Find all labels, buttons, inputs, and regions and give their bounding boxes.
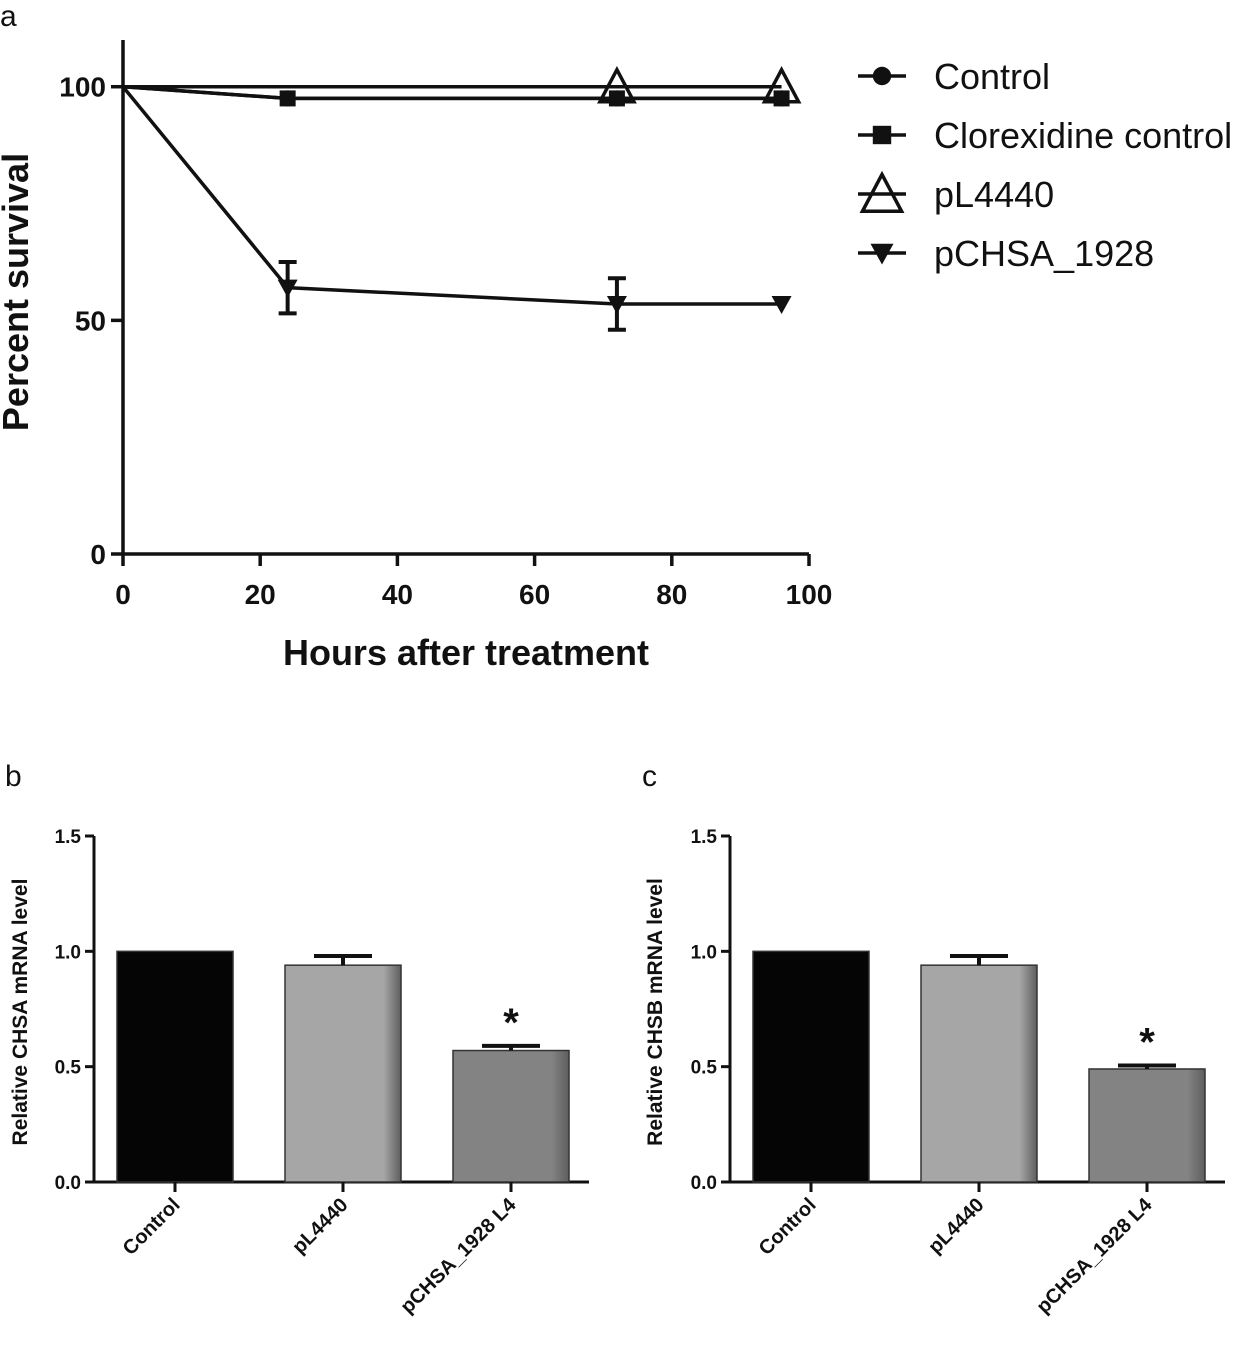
chsa-y-axis-title: Relative CHSA mRNA level — [9, 879, 32, 1146]
data-point-pl4440 — [597, 65, 637, 104]
legend-marker-control — [872, 66, 892, 86]
chsb-category-label-pl4440: pL4440 — [924, 1194, 988, 1258]
chsa-plot-area: 0.0 0.5 1.0 1.5 Control pL4440 * pCHSA_1928 L4 — [55, 827, 589, 1318]
panel-letter-c: c — [642, 760, 657, 793]
chsa-bar-control — [116, 950, 234, 1183]
chsa-y-tick-label: 1.0 — [55, 942, 81, 963]
chsb-bar-chart-panel: c 0.0 0.5 1.0 1.5 Control pL4440 * pCHSA_1928 L… — [642, 760, 1225, 1318]
survival-x-tick-label: 60 — [519, 579, 550, 610]
chsb-y-tick-label: 0.0 — [691, 1173, 717, 1194]
data-point-pl4440 — [761, 65, 802, 104]
survival-x-tick-label: 100 — [786, 579, 833, 610]
chsa-y-tick-label: 1.5 — [55, 827, 82, 848]
chsb-bar-pl4440 — [920, 964, 1038, 1183]
data-point-pchsa-1928 — [771, 296, 792, 315]
chsb-category-label-pchsa-1928-l4: pCHSA_1928 L4 — [1033, 1193, 1158, 1318]
legend-marker-pl4440 — [859, 170, 905, 213]
chsa-category-label-control: Control — [119, 1194, 185, 1260]
survival-y-tick-label: 50 — [75, 305, 106, 336]
chsa-y-tick-label: 0.5 — [55, 1058, 82, 1079]
data-point-clorexidine-control — [773, 90, 790, 107]
chsb-plot-area: 0.0 0.5 1.0 1.5 Control pL4440 * pCHSA_1928 L4 — [691, 827, 1225, 1318]
data-point-clorexidine-control — [608, 90, 625, 107]
survival-x-tick-label: 40 — [382, 579, 413, 610]
chsa-bar-chart-panel: b 0.0 0.5 1.0 1.5 Control pL4440 * pCHSA_1928 L… — [5, 760, 589, 1318]
survival-y-tick-label: 0 — [90, 539, 106, 570]
series-line-clorexidine-control — [122, 84, 782, 101]
chsa-bar-pchsa-1928-l4 — [452, 1049, 570, 1183]
chsa-category-label-pl4440: pL4440 — [288, 1194, 352, 1258]
chsa-category-label-pchsa-1928-l4: pCHSA_1928 L4 — [397, 1193, 522, 1318]
survival-legend: Control Clorexidine control pL4440 pCHSA_19… — [858, 56, 1232, 274]
legend-marker-clorexidine-control — [872, 125, 892, 145]
chsb-significance-marker: * — [1139, 1021, 1155, 1065]
survival-x-tick-label: 0 — [115, 579, 131, 610]
survival-x-axis-title: Hours after treatment — [283, 632, 649, 673]
survival-x-tick-label: 20 — [245, 579, 276, 610]
series-line-pchsa-1928 — [121, 85, 782, 306]
chsa-bar-pl4440 — [284, 964, 402, 1183]
legend-label-clorexidine-control: Clorexidine control — [934, 115, 1232, 156]
legend-label-pchsa-1928: pCHSA_1928 — [934, 233, 1154, 274]
data-point-pchsa-1928 — [606, 296, 627, 315]
chsa-significance-marker: * — [503, 1001, 519, 1045]
legend-marker-pchsa-1928 — [870, 243, 894, 265]
survival-x-tick-label: 80 — [656, 579, 687, 610]
chsb-y-tick-label: 1.5 — [691, 827, 718, 848]
panel-letter-b: b — [5, 760, 22, 793]
legend-label-control: Control — [934, 56, 1050, 97]
chsb-bar-control — [752, 950, 870, 1183]
chsb-y-axis-title: Relative CHSB mRNA level — [644, 878, 667, 1146]
chsb-bar-pchsa-1928-l4 — [1088, 1068, 1206, 1183]
chsa-y-tick-label: 0.0 — [55, 1173, 81, 1194]
chsb-y-tick-label: 0.5 — [691, 1058, 718, 1079]
survival-plot-area: 0 20 40 60 80 100 0 50 100 — [59, 40, 832, 610]
legend-label-pl4440: pL4440 — [934, 174, 1054, 215]
survival-y-tick-label: 100 — [59, 72, 106, 103]
chsb-y-tick-label: 1.0 — [691, 942, 717, 963]
survival-chart-panel: a 0 20 40 60 80 100 0 50 100 Hours after treatme… — [0, 0, 1232, 673]
chsb-category-label-control: Control — [755, 1194, 821, 1260]
survival-y-axis-title: Percent survival — [0, 153, 36, 431]
panel-letter-a: a — [0, 0, 17, 33]
data-point-clorexidine-control — [279, 90, 296, 107]
data-point-pchsa-1928 — [277, 279, 298, 298]
